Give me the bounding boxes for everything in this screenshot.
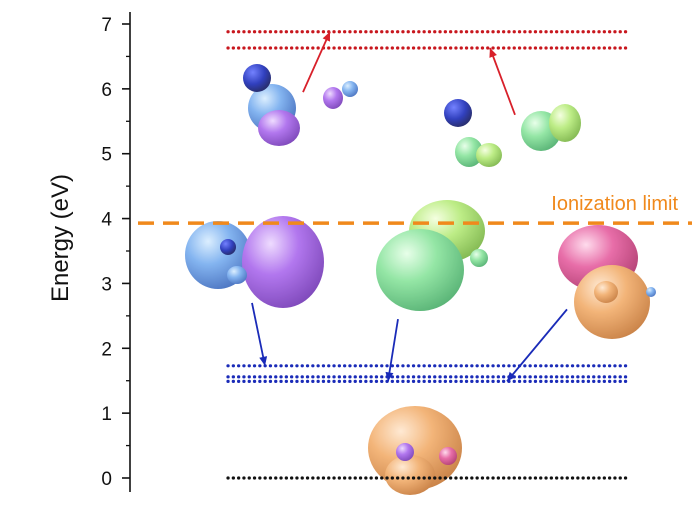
transition-arrowhead-0 (322, 31, 330, 42)
y-tick-label: 0 (101, 469, 112, 490)
y-tick-label: 5 (101, 145, 112, 166)
ionization-limit-label: Ionization limit (551, 193, 678, 215)
transition-arrow-4 (506, 308, 568, 382)
y-tick-label: 7 (101, 15, 112, 36)
y-tick-label: 4 (101, 210, 112, 231)
y-axis-title: Energy (eV) (47, 174, 74, 302)
y-ticks: 0 1 2 3 4 5 6 7 (101, 15, 130, 490)
y-tick-label: 3 (101, 274, 112, 295)
y-axis: 0 1 2 3 4 5 6 7 Energy (eV) (47, 12, 131, 492)
y-tick-label: 2 (101, 339, 112, 360)
transition-arrowhead-2 (259, 356, 268, 366)
ionization-limit-group: Ionization limit (138, 193, 692, 225)
orbital-top-left (243, 64, 358, 146)
transition-arrowhead-4 (507, 371, 516, 382)
y-tick-label: 6 (101, 80, 112, 101)
transition-arrow-3 (387, 318, 399, 382)
orbital-top-right (444, 99, 581, 167)
orbital-middle (376, 200, 488, 311)
orbital-left (185, 216, 324, 308)
energy-levels (226, 30, 630, 480)
transition-arrow-2 (251, 302, 266, 366)
transition-arrowhead-1 (489, 47, 497, 58)
orbital-illustrations (185, 64, 656, 495)
orbital-ground (368, 406, 462, 495)
orbital-right (558, 225, 656, 339)
transition-arrows (251, 31, 568, 382)
transition-arrow-0 (302, 31, 331, 93)
y-tick-label: 1 (101, 404, 112, 425)
transition-arrow-1 (489, 47, 516, 116)
transition-arrowhead-3 (385, 371, 394, 382)
